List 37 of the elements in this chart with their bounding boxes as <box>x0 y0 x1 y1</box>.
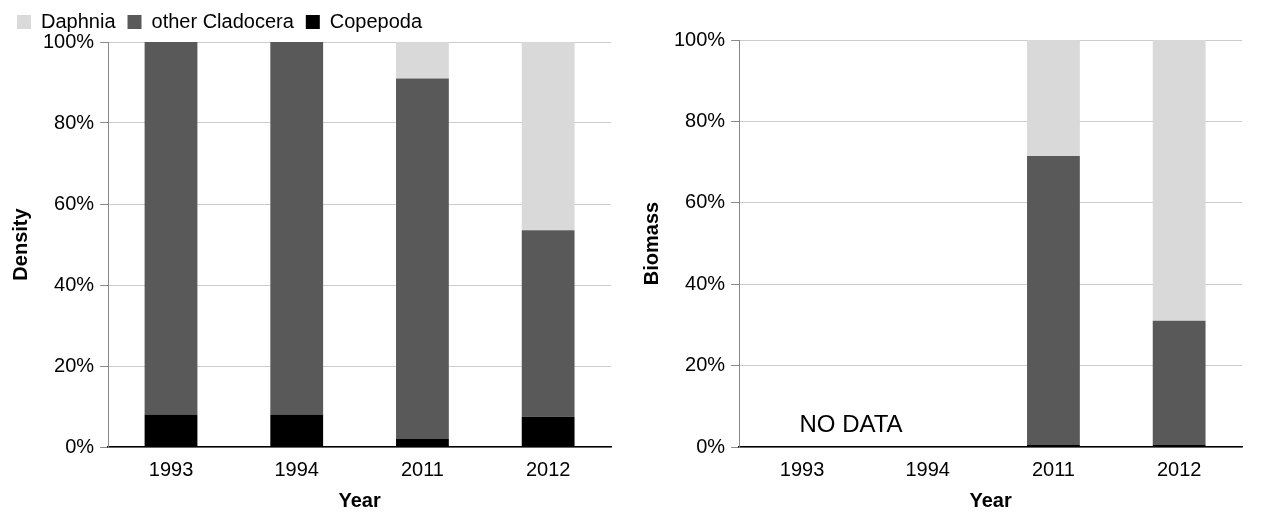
y-tick-label: 0% <box>696 434 726 457</box>
y-tick-label: 20% <box>54 353 95 376</box>
x-tick-label: 2012 <box>1156 457 1202 480</box>
bar <box>396 42 449 79</box>
annotation: NO DATA <box>799 409 903 437</box>
x-axis-title: Year <box>969 488 1012 511</box>
y-axis-title: Biomass <box>639 201 662 286</box>
x-tick-label: 1994 <box>905 457 950 480</box>
bar <box>1027 40 1080 156</box>
x-tick-label: 1993 <box>779 457 825 480</box>
bar <box>396 78 449 439</box>
x-axis-title: Year <box>338 488 381 511</box>
y-tick-label: 40% <box>685 271 726 294</box>
y-tick-label: 0% <box>65 434 95 457</box>
x-tick-label: 2011 <box>1031 457 1075 480</box>
legend-label: Daphnia <box>41 9 117 32</box>
y-tick-label: 80% <box>54 110 95 133</box>
legend-label: Copepoda <box>329 9 423 32</box>
bar <box>521 42 575 231</box>
bar <box>144 42 198 415</box>
y-tick-label: 60% <box>685 190 726 213</box>
y-tick-label: 80% <box>685 108 726 131</box>
x-tick-label: 2011 <box>400 457 444 480</box>
y-tick-label: 20% <box>685 353 726 376</box>
y-axis-title: Density <box>8 207 31 281</box>
y-tick-label: 60% <box>54 191 95 214</box>
bar <box>521 230 575 417</box>
bar <box>1027 156 1080 445</box>
legend-label: other Cladocera <box>151 9 295 32</box>
x-tick-label: 1994 <box>274 457 319 480</box>
x-tick-label: 1993 <box>148 457 194 480</box>
y-tick-label: 40% <box>54 272 95 295</box>
bar <box>270 42 324 415</box>
bar <box>1152 40 1206 321</box>
y-tick-label: 100% <box>674 27 726 50</box>
bar <box>1152 320 1206 445</box>
x-tick-label: 2012 <box>525 457 571 480</box>
